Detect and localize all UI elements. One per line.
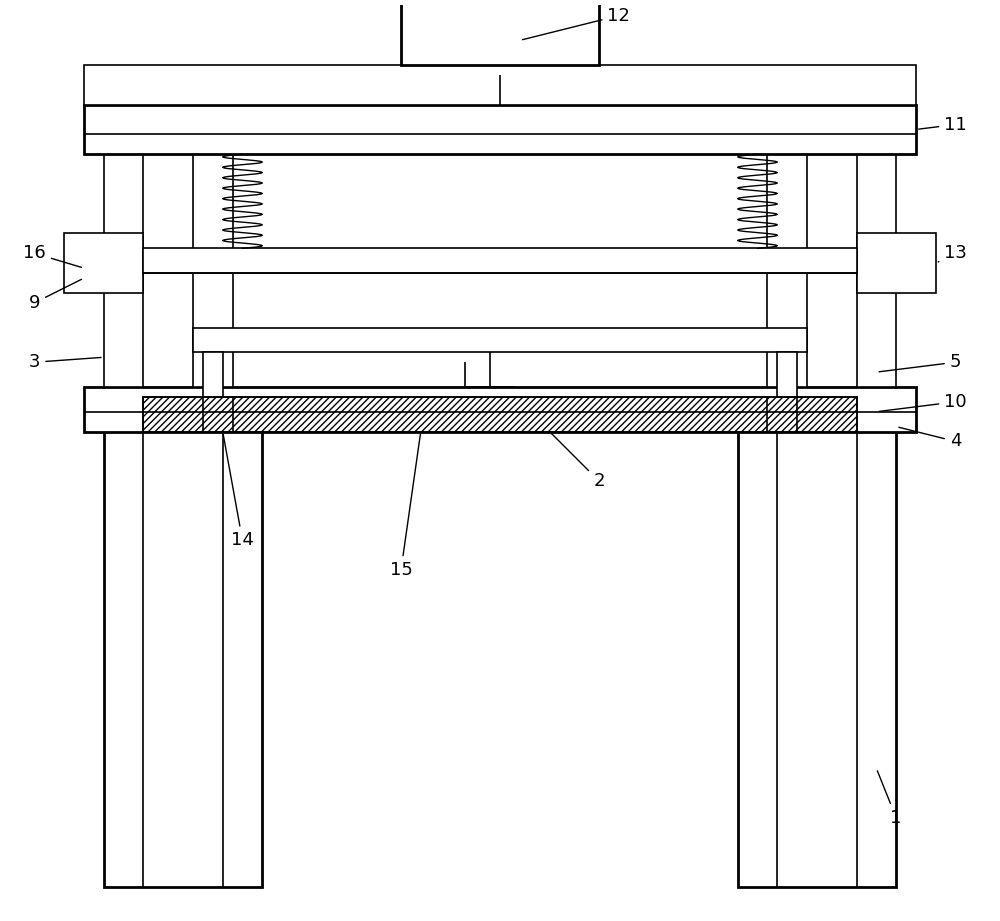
Bar [84, 65, 916, 105]
Text: 9: 9 [29, 279, 82, 312]
Bar [857, 130, 896, 387]
Bar [767, 149, 807, 387]
Text: 14: 14 [223, 435, 254, 550]
Text: 4: 4 [899, 427, 961, 450]
Bar [193, 328, 807, 353]
Text: 5: 5 [879, 354, 961, 372]
Text: 11: 11 [919, 115, 967, 134]
Bar [143, 397, 857, 432]
Bar [738, 392, 896, 887]
Bar [143, 397, 857, 432]
Bar [193, 149, 233, 387]
Text: 10: 10 [879, 393, 967, 412]
Bar [143, 249, 857, 274]
Text: 1: 1 [877, 771, 902, 827]
Bar [84, 387, 916, 432]
Bar [84, 105, 916, 154]
Bar [401, 0, 599, 65]
Text: 13: 13 [938, 244, 967, 262]
Bar [104, 392, 262, 887]
Bar [777, 353, 797, 397]
Bar [203, 353, 223, 397]
Bar [857, 234, 936, 293]
Text: 16: 16 [23, 244, 81, 267]
Text: 3: 3 [29, 354, 101, 371]
Text: 2: 2 [551, 434, 605, 490]
Text: 12: 12 [523, 6, 630, 40]
Bar [64, 234, 143, 293]
Bar [104, 130, 143, 387]
Text: 15: 15 [390, 435, 420, 579]
